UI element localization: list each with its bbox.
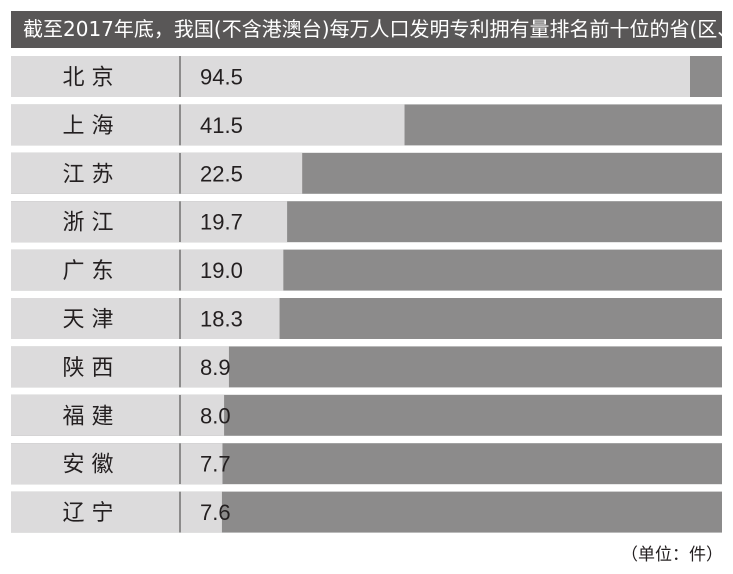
chart-row: 江 苏 22.5: [11, 152, 722, 194]
bar: [181, 56, 690, 97]
category-label: 北 京: [63, 66, 114, 91]
value-label: 7.6: [200, 500, 231, 525]
category-label-cell: [11, 249, 179, 291]
unit-note: （单位：件）: [621, 545, 723, 565]
chart-row: 北 京 94.5: [11, 56, 722, 97]
category-label-cell: [11, 491, 179, 533]
chart-row: 福 建 8.0: [11, 394, 722, 436]
category-label: 浙 江: [63, 211, 114, 236]
category-label: 上 海: [63, 114, 114, 139]
category-label: 天 津: [63, 308, 114, 333]
bar: [181, 346, 229, 388]
category-label-cell: [11, 443, 179, 485]
bar: [181, 104, 405, 146]
chart-row: 天 津 18.3: [11, 298, 722, 339]
bar: [181, 152, 303, 194]
category-label-cell: [11, 394, 179, 436]
category-label-cell: [11, 346, 179, 388]
chart-row: 安 徽 7.7: [11, 443, 722, 485]
bar: [181, 298, 280, 339]
category-label: 辽 宁: [63, 501, 114, 526]
category-label-cell: [11, 104, 179, 146]
category-label-cell: [11, 56, 179, 97]
category-label-cell: [11, 298, 179, 339]
bar: [181, 249, 284, 291]
chart-row: 陕 西 8.9: [11, 346, 722, 388]
category-label: 广 东: [63, 259, 114, 284]
category-label: 陕 西: [63, 356, 114, 381]
category-label: 福 建: [63, 404, 114, 429]
value-label: 8.9: [200, 355, 231, 380]
value-label: 22.5: [200, 161, 243, 186]
value-label: 19.7: [200, 210, 243, 235]
bar: [181, 201, 288, 243]
value-label: 8.0: [200, 403, 231, 428]
bar: [181, 443, 223, 485]
chart-row: 浙 江 19.7: [11, 201, 722, 243]
value-label: 41.5: [200, 113, 243, 138]
category-label: 安 徽: [63, 453, 114, 478]
value-label: 18.3: [200, 307, 243, 332]
value-label: 7.7: [200, 452, 231, 477]
category-label: 江 苏: [63, 162, 114, 187]
value-label: 94.5: [200, 65, 243, 90]
bar: [181, 491, 222, 533]
chart-title: 截至2017年底，我国(不含港澳台)每万人口发明专利拥有量排名前十位的省(区、市…: [11, 11, 722, 48]
chart-row: 上 海 41.5: [11, 104, 722, 146]
chart-row: 广 东 19.0: [11, 249, 722, 291]
value-label: 19.0: [200, 258, 243, 283]
category-label-cell: [11, 152, 179, 194]
chart-row: 辽 宁 7.6: [11, 491, 722, 533]
category-label-cell: [11, 201, 179, 243]
bar: [181, 394, 225, 436]
